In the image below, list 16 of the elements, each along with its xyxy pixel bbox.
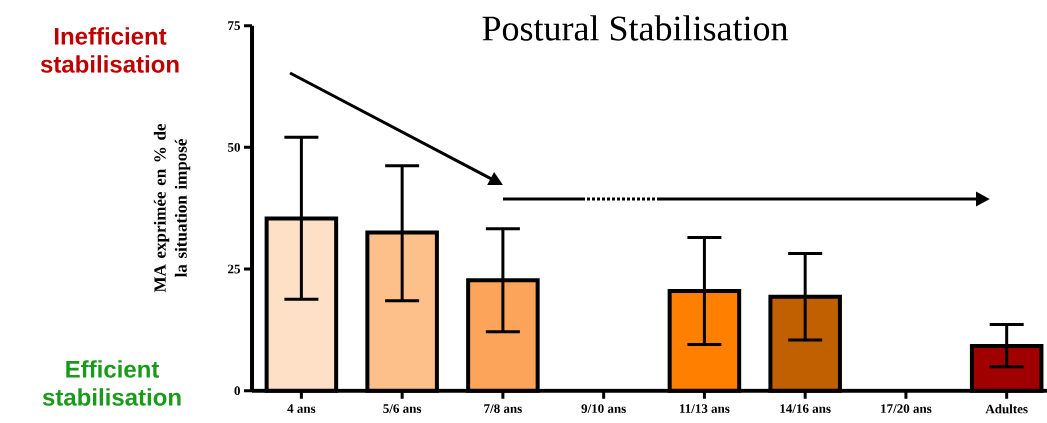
y-tick-label: 50	[228, 142, 240, 152]
y-tick-label: 25	[228, 264, 240, 274]
x-tick-label: 14/16 ans	[780, 404, 831, 413]
text: Efficient stabilisation	[42, 360, 181, 406]
x-tick-label: 17/20 ans	[881, 404, 932, 413]
y-tick-label: 0	[234, 386, 240, 396]
x-tick-label: 5/6 ans	[383, 404, 422, 413]
x-tick-label: 9/10 ans	[581, 404, 626, 413]
x-tick-label: Adultes	[985, 404, 1028, 414]
text: Inefficient stabilisation	[40, 27, 179, 73]
x-tick-label: 11/13 ans	[679, 404, 730, 413]
y-tick-label: 75	[228, 21, 240, 31]
x-tick-label: 4 ans	[287, 404, 316, 413]
y-axis-title: MA exprimée en % de la situation imposé	[153, 123, 191, 293]
chart-title: Postural Stabilisation	[482, 15, 788, 41]
x-tick-label: 7/8 ans	[484, 404, 522, 413]
